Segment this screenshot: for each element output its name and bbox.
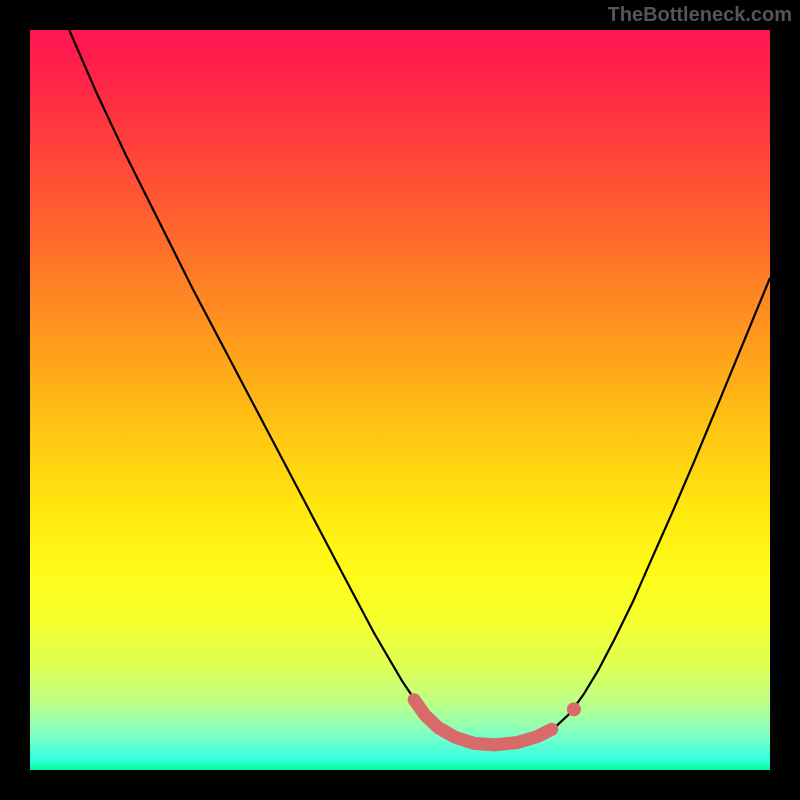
marker-dot — [567, 702, 581, 716]
plot-background — [30, 30, 770, 770]
chart-container: TheBottleneck.com — [0, 0, 800, 800]
watermark-text: TheBottleneck.com — [608, 4, 792, 27]
chart-svg — [0, 0, 800, 800]
